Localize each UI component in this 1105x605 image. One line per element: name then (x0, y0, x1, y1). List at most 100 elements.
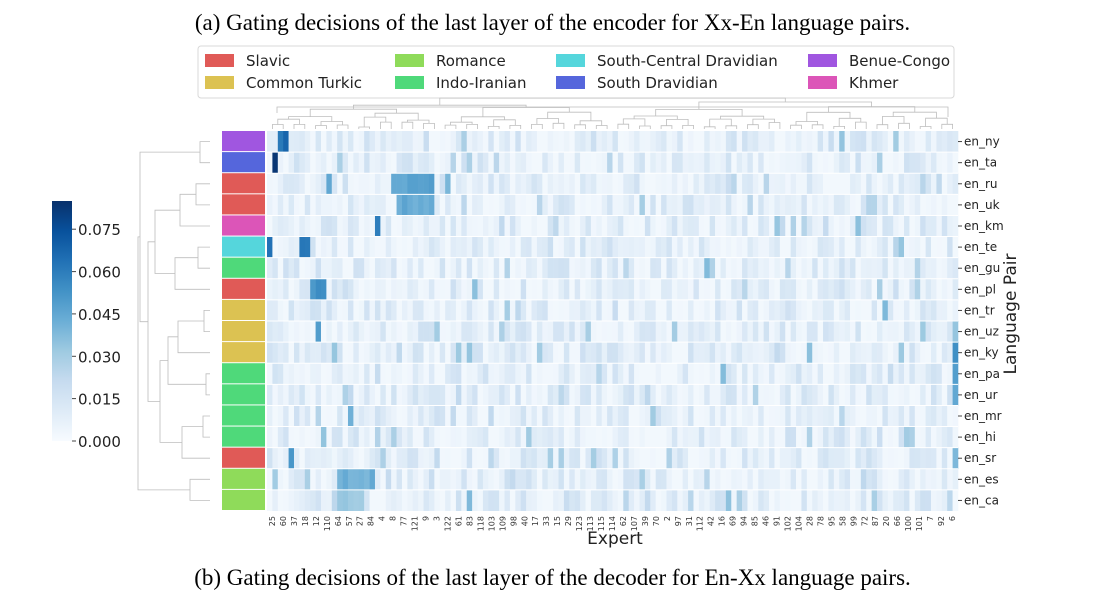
column-dendrogram-link (595, 125, 608, 129)
heatmap-cell (677, 342, 683, 364)
legend-label: Khmer (849, 74, 899, 92)
heatmap-cell (828, 384, 835, 406)
heatmap-cell (817, 173, 824, 195)
heatmap-cell (920, 426, 926, 448)
heatmap-cell (331, 321, 338, 343)
heatmap-cell (267, 173, 273, 195)
heatmap-cell (742, 363, 748, 385)
heatmap-cell (887, 299, 894, 321)
heatmap-cell (385, 426, 392, 448)
heatmap-cell (380, 236, 387, 258)
heatmap-cell (623, 194, 629, 216)
heatmap-cell (434, 173, 441, 195)
heatmap-cell (320, 342, 327, 364)
heatmap-cell (936, 363, 943, 385)
heatmap-cell (337, 447, 343, 469)
heatmap-cell (866, 215, 872, 237)
heatmap-cell (585, 384, 592, 406)
heatmap-cell (331, 468, 338, 490)
heatmap-cell (428, 131, 435, 153)
heatmap-cell (936, 194, 943, 216)
heatmap-cell (941, 173, 948, 195)
heatmap-cell (277, 342, 284, 364)
heatmap-cell (736, 299, 743, 321)
column-dendrogram-link (698, 101, 872, 110)
heatmap-cell (709, 468, 716, 490)
heatmap-cell (758, 194, 764, 216)
heatmap-cell (477, 236, 484, 258)
x-tick-label: 61 (455, 516, 464, 526)
heatmap-cell (839, 342, 845, 364)
heatmap-cell (450, 215, 457, 237)
row-label: en_ca (964, 493, 999, 507)
heatmap-cell (936, 489, 943, 511)
heatmap-cell (396, 384, 403, 406)
heatmap-cell (374, 447, 381, 469)
heatmap-cell (617, 131, 624, 153)
family-cell (222, 152, 265, 173)
heatmap-cell (439, 342, 446, 364)
heatmap-cell (698, 489, 705, 511)
heatmap-cell (688, 426, 694, 448)
heatmap-cell (817, 447, 824, 469)
heatmap-cell (860, 299, 867, 321)
heatmap-cell (288, 173, 295, 195)
heatmap-cell (688, 152, 694, 174)
heatmap-cell (823, 194, 829, 216)
heatmap-cell (515, 384, 522, 406)
heatmap-cell (920, 152, 926, 174)
heatmap-cell (418, 131, 424, 153)
heatmap-cell (941, 468, 948, 490)
heatmap-cell (806, 405, 813, 427)
heatmap-cell (639, 173, 646, 195)
heatmap-cell (715, 384, 721, 406)
heatmap-cell (553, 405, 559, 427)
heatmap-cell (898, 342, 905, 364)
x-tick-label: 16 (718, 516, 727, 526)
heatmap-cell (806, 215, 813, 237)
heatmap-cell (320, 152, 327, 174)
row-label: en_uz (964, 325, 999, 339)
heatmap-cell (769, 468, 775, 490)
heatmap-cell (536, 152, 543, 174)
heatmap-cell (353, 215, 360, 237)
heatmap-cell (644, 426, 651, 448)
heatmap-cell (504, 363, 511, 385)
heatmap-cell (634, 215, 640, 237)
heatmap-cell (914, 447, 921, 469)
heatmap-cell (725, 426, 732, 448)
heatmap-cell (585, 173, 592, 195)
heatmap-cell (617, 257, 624, 279)
heatmap-cell (898, 257, 905, 279)
heatmap-cell (445, 131, 451, 153)
heatmap-cell (612, 384, 619, 406)
heatmap-cell (385, 194, 392, 216)
heatmap-cell (650, 152, 656, 174)
heatmap-cell (407, 321, 414, 343)
heatmap-cell (493, 426, 500, 448)
heatmap-cell (504, 468, 511, 490)
heatmap-cell (715, 257, 721, 279)
heatmap-cell (920, 489, 926, 511)
heatmap-cell (293, 426, 300, 448)
heatmap-cell (887, 489, 894, 511)
heatmap-cell (472, 468, 478, 490)
heatmap-cell (855, 426, 862, 448)
heatmap-cell (310, 426, 316, 448)
heatmap-cell (401, 468, 408, 490)
heatmap-cell (331, 426, 338, 448)
heatmap-cell (720, 342, 727, 364)
heatmap-cell (855, 194, 862, 216)
heatmap-cell (466, 468, 473, 490)
heatmap-cell (299, 468, 306, 490)
heatmap-cell (488, 489, 495, 511)
heatmap-cell (331, 384, 338, 406)
heatmap-cell (288, 384, 295, 406)
heatmap-cell (434, 321, 441, 343)
heatmap-cell (358, 363, 365, 385)
column-dendrogram-link (423, 123, 435, 129)
heatmap-cell (844, 342, 851, 364)
heatmap-cell (650, 405, 656, 427)
heatmap-cell (801, 236, 808, 258)
heatmap-cell (601, 131, 608, 153)
